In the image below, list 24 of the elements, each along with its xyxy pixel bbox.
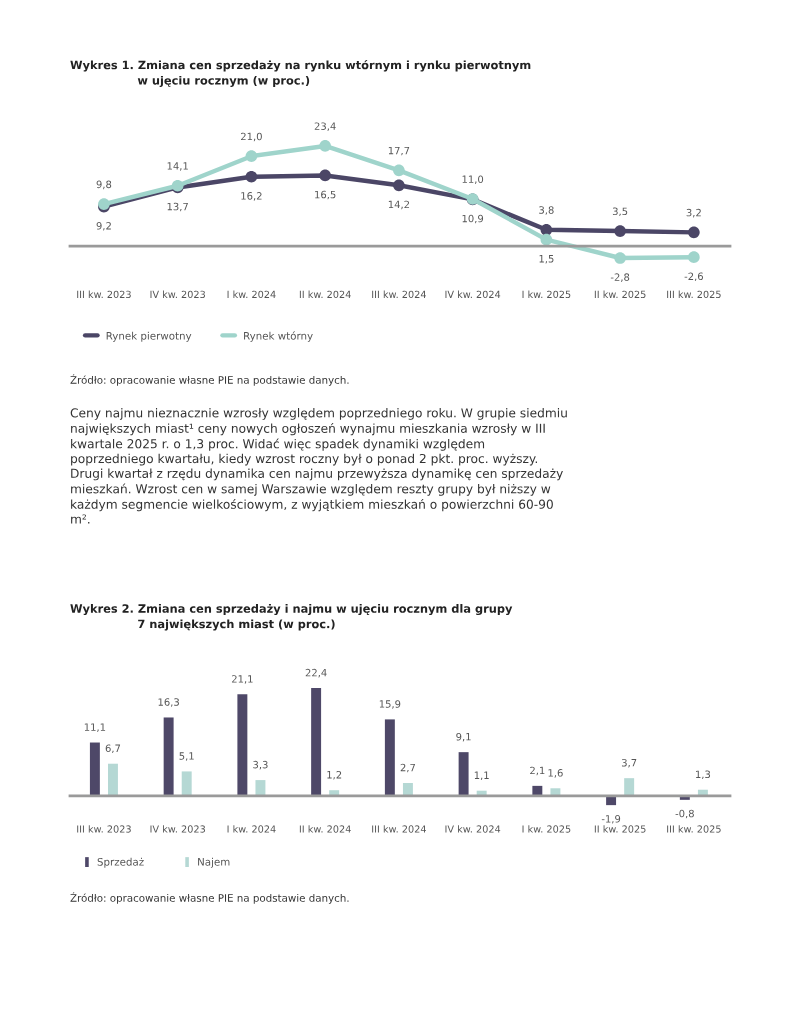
bar: [89, 742, 100, 796]
bar: [181, 771, 192, 796]
point: [688, 251, 700, 264]
point: [540, 223, 553, 236]
point: [393, 164, 405, 177]
bar: [458, 752, 469, 796]
bar: [550, 788, 561, 796]
point: [319, 169, 331, 182]
bar: [402, 782, 413, 796]
point: [319, 140, 331, 152]
bar: [311, 688, 322, 796]
bar: [163, 717, 174, 796]
bar: [237, 694, 248, 796]
point: [245, 150, 258, 163]
point: [540, 233, 553, 246]
point: [614, 252, 626, 264]
bar: [107, 763, 118, 796]
bar: [384, 719, 395, 796]
bar: [624, 778, 635, 796]
point: [393, 179, 405, 192]
point: [614, 225, 626, 237]
point: [245, 170, 258, 183]
bar: [255, 780, 266, 796]
point: [688, 226, 700, 239]
